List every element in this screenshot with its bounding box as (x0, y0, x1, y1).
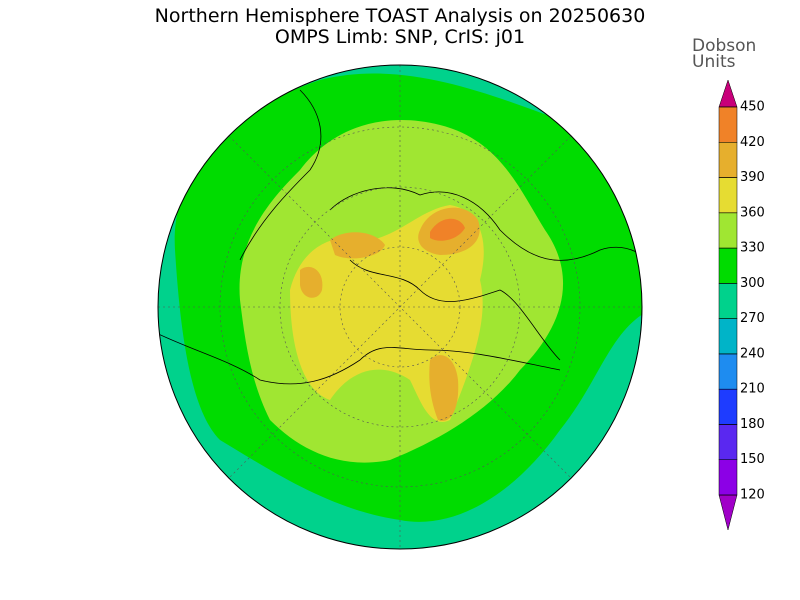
colorbar-label: 390 (740, 170, 765, 185)
title-line-2: OMPS Limb: SNP, CrIS: j01 (275, 26, 525, 48)
colorbar-low-triangle (718, 494, 738, 531)
colorbar: 120 150 180 210 240 270 300 330 360 390 420 450 (718, 79, 765, 531)
colorbar-band (718, 424, 738, 460)
title-line-1: Northern Hemisphere TOAST Analysis on 20… (155, 5, 646, 27)
colorbar-label: 300 (740, 276, 765, 291)
colorbar-band (718, 388, 738, 425)
colorbar-band (718, 283, 738, 319)
colorbar-label: 120 (740, 488, 765, 503)
colorbar-label: 210 (740, 382, 765, 397)
colorbar-label: 420 (740, 135, 765, 150)
colorbar-label: 360 (740, 205, 765, 220)
colorbar-band (718, 318, 738, 355)
colorbar-label: 270 (740, 311, 765, 326)
colorbar-high-triangle (718, 79, 738, 108)
colorbar-label: 450 (740, 100, 765, 115)
colorbar-label: 240 (740, 346, 765, 361)
colorbar-band (718, 353, 738, 390)
colorbar-band (718, 106, 738, 143)
colorbar-title-2: Units (692, 52, 736, 72)
map-region (330, 232, 385, 259)
colorbar-band (718, 142, 738, 178)
colorbar-band (718, 459, 738, 496)
graticule (158, 65, 642, 549)
colorbar-band (718, 177, 738, 214)
map-border (157, 64, 643, 550)
colorbar-label: 150 (740, 452, 765, 467)
map-region (429, 355, 459, 421)
colorbar-band (718, 212, 738, 249)
colorbar-band (718, 247, 738, 284)
map-region (300, 266, 323, 298)
colorbar-title-1: Dobson (692, 36, 756, 56)
coastlines (158, 89, 642, 385)
map-region (430, 218, 465, 241)
colorbar-label: 180 (740, 417, 765, 432)
colorbar-label: 330 (740, 241, 765, 256)
ozone-map (158, 65, 642, 549)
